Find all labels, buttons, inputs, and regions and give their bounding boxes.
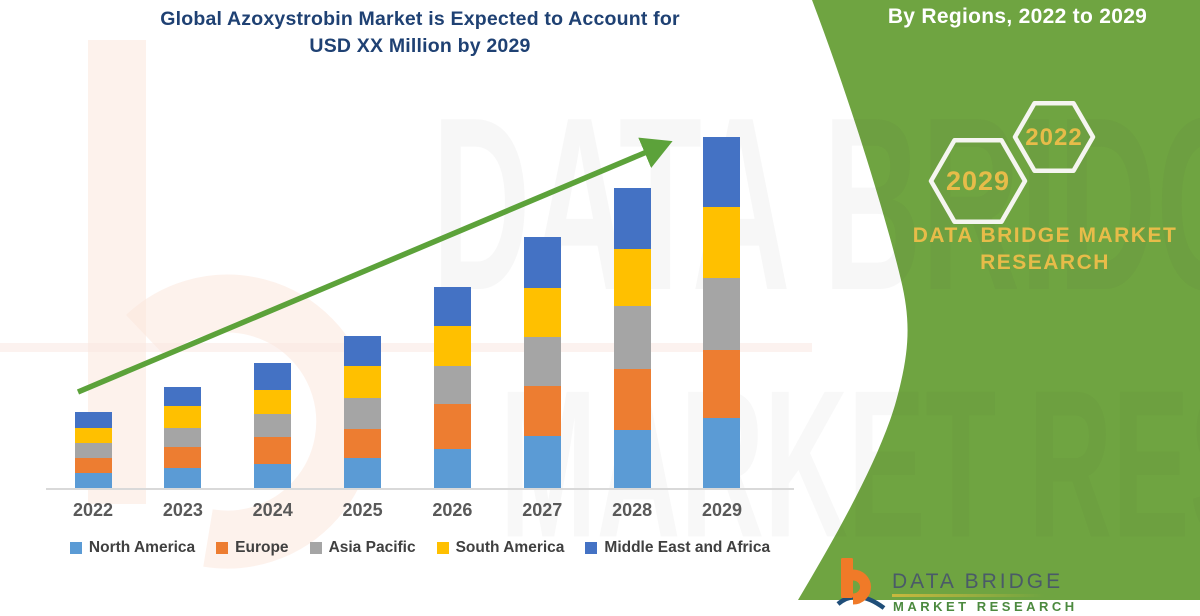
legend-item: South America [436, 539, 565, 557]
bar-segment-2026 [433, 449, 471, 488]
stacked-bar-2029 [703, 137, 741, 488]
logo-underline [892, 594, 1044, 597]
bar-segment-2026 [433, 287, 471, 326]
logo-name-text: DATA BRIDGE [892, 570, 1064, 593]
bar-segment-2028 [613, 188, 651, 249]
bar-segment-2027 [523, 436, 561, 488]
bar-segment-2029 [703, 207, 741, 278]
stacked-bar-2024 [254, 363, 292, 488]
bar-segment-2024 [254, 363, 292, 390]
legend-label: Europe [235, 539, 289, 556]
chart-title-line1: Global Azoxystrobin Market is Expected t… [160, 8, 680, 30]
brand-text-line1: DATA BRIDGE MARKET [912, 224, 1178, 247]
bar-segment-2028 [613, 306, 651, 369]
legend-label: Asia Pacific [328, 539, 416, 556]
bar-segment-2023 [164, 428, 202, 447]
legend-swatch-icon [309, 542, 322, 554]
x-axis-label-2027: 2027 [522, 500, 563, 520]
bar-segment-2022 [74, 443, 112, 458]
x-axis-label-2022: 2022 [72, 500, 114, 520]
bar-segment-2025 [344, 429, 382, 458]
bar-segment-2022 [74, 412, 112, 428]
chart-title-line2: USD XX Million by 2029 [309, 35, 531, 57]
bar-segment-2022 [74, 458, 112, 473]
legend-label: South America [455, 539, 565, 556]
legend-swatch-icon [436, 542, 449, 554]
legend-item: Middle East and Africa [585, 539, 770, 557]
bar-segment-2028 [613, 249, 651, 306]
bar-segment-2025 [344, 398, 382, 429]
bar-segment-2023 [164, 406, 202, 428]
x-axis-label-2028: 2028 [612, 500, 653, 520]
bar-segment-2022 [74, 473, 112, 488]
x-axis-label-2029: 2029 [701, 500, 742, 520]
stacked-bar-2022 [74, 412, 112, 488]
legend-label: Middle East and Africa [604, 539, 771, 556]
bar-segment-2024 [254, 414, 292, 437]
x-axis-label-2025: 2025 [342, 500, 383, 520]
bar-segment-2029 [703, 278, 741, 350]
bar-segment-2026 [433, 366, 471, 404]
stacked-bar-2023 [164, 387, 202, 488]
legend-swatch-icon [216, 542, 229, 554]
bar-segment-2026 [433, 326, 471, 366]
bar-segment-2029 [703, 137, 741, 207]
bar-segment-2025 [344, 366, 382, 398]
x-axis-label-2023: 2023 [162, 500, 203, 520]
logo-tagline-text: MARKET RESEARCH [893, 599, 1078, 614]
bar-segment-2028 [613, 430, 651, 488]
bar-segment-2027 [523, 386, 561, 436]
bar-segment-2025 [344, 458, 382, 488]
bar-segment-2027 [523, 237, 561, 288]
bar-segment-2022 [74, 428, 112, 443]
bar-segment-2024 [254, 464, 292, 488]
stacked-bar-2025 [344, 336, 382, 488]
legend-swatch-icon [69, 542, 82, 554]
stacked-bar-2026 [433, 287, 471, 488]
legend-item: North America [69, 539, 196, 557]
bar-segment-2027 [523, 337, 561, 386]
bar-segment-2024 [254, 390, 292, 414]
bar-segment-2024 [254, 437, 292, 464]
bar-segment-2027 [523, 288, 561, 337]
data-bridge-logo: DATA BRIDGE MARKET RESEARCH [836, 556, 1156, 616]
legend-label: North America [88, 539, 196, 556]
x-axis-line [46, 488, 794, 490]
stacked-bar-2027 [523, 237, 561, 488]
legend-swatch-icon [585, 542, 598, 554]
bar-segment-2023 [164, 447, 202, 468]
bar-segment-2023 [164, 468, 202, 488]
bar-segment-2029 [703, 418, 741, 488]
bar-segment-2025 [344, 336, 382, 366]
logo-b-icon [836, 558, 886, 610]
hexagon-label-2029: 2029 [945, 166, 1011, 196]
bar-segment-2028 [613, 369, 651, 430]
x-axis-label-2026: 2026 [432, 500, 473, 520]
chart-title: Global Azoxystrobin Market is Expected t… [30, 6, 810, 60]
bar-segment-2029 [703, 350, 741, 418]
stacked-bar-2028 [613, 188, 651, 488]
bar-segment-2023 [164, 387, 202, 406]
panel-heading: By Regions, 2022 to 2029 [887, 5, 1148, 28]
bar-segment-2026 [433, 404, 471, 449]
chart-legend: North America Europe Asia Pacific South Ame… [30, 539, 810, 557]
brand-text-line2: RESEARCH [980, 251, 1110, 274]
green-panel-shape [798, 0, 1200, 600]
legend-item: Asia Pacific [309, 539, 416, 557]
legend-item: Europe [216, 539, 289, 557]
hexagon-label-2022: 2022 [1025, 124, 1083, 151]
x-axis-label-2024: 2024 [252, 500, 293, 520]
